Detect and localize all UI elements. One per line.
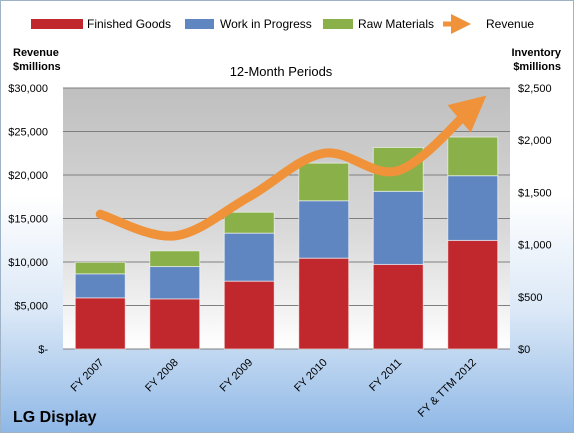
bar-work-in-progress xyxy=(298,200,350,259)
bar-finished-goods xyxy=(447,239,499,350)
bar-work-in-progress xyxy=(447,175,499,241)
bar-work-in-progress xyxy=(223,232,275,282)
legend-label-work-in-progress: Work in Progress xyxy=(220,17,312,31)
right-tick-label: $1,500 xyxy=(518,187,552,199)
bar-work-in-progress xyxy=(149,266,201,300)
category-label: FY 2011 xyxy=(367,357,404,394)
legend-label-finished-goods: Finished Goods xyxy=(87,17,171,31)
left-tick-label: $25,000 xyxy=(8,127,48,139)
right-axis-title-line1: Inventory xyxy=(511,47,561,59)
legend-swatch-work-in-progress xyxy=(185,19,214,29)
bar-work-in-progress xyxy=(74,273,126,299)
left-tick-label: $10,000 xyxy=(8,257,48,269)
legend-label-raw-materials: Raw Materials xyxy=(358,17,434,31)
bar-finished-goods xyxy=(149,298,201,350)
right-tick-label: $0 xyxy=(518,344,530,356)
category-label: FY 2009 xyxy=(218,357,256,395)
revenue-line xyxy=(95,95,487,241)
bar-finished-goods xyxy=(372,263,424,350)
right-axis-title-line2: $millions xyxy=(513,61,561,73)
legend-label-revenue: Revenue xyxy=(486,17,534,31)
right-tick-label: $2,000 xyxy=(518,135,552,147)
bar-raw-materials xyxy=(223,211,275,234)
bar-finished-goods xyxy=(74,297,126,350)
bar-finished-goods xyxy=(223,280,275,350)
chart-title: 12-Month Periods xyxy=(230,64,333,79)
category-label: FY 2010 xyxy=(292,357,330,395)
right-tick-label: $500 xyxy=(518,292,542,304)
left-tick-label: $15,000 xyxy=(8,214,48,226)
bar-raw-materials xyxy=(447,136,499,177)
bar-raw-materials xyxy=(149,250,201,268)
bar-raw-materials xyxy=(298,162,350,202)
right-tick-label: $2,500 xyxy=(518,83,552,95)
legend-swatch-raw-materials xyxy=(323,19,353,29)
left-tick-label: $5,000 xyxy=(14,301,48,313)
left-axis-title-line2: $millions xyxy=(13,61,61,73)
legend: Finished Goods Work in Progress Raw Mate… xyxy=(31,14,534,34)
category-label: FY & TTM 2012 xyxy=(416,357,479,420)
bar-raw-materials xyxy=(74,261,126,275)
company-name: LG Display xyxy=(13,409,97,426)
left-tick-label: $30,000 xyxy=(8,83,48,95)
bar-finished-goods xyxy=(298,257,350,350)
category-label: FY 2007 xyxy=(69,357,107,395)
bar-work-in-progress xyxy=(372,190,424,265)
left-axis-title-line1: Revenue xyxy=(13,47,59,59)
left-tick-label: $20,000 xyxy=(8,170,48,182)
category-label: FY 2008 xyxy=(143,357,181,395)
right-tick-label: $1,000 xyxy=(518,240,552,252)
legend-swatch-finished-goods xyxy=(31,19,83,29)
left-tick-label: $- xyxy=(38,344,48,356)
